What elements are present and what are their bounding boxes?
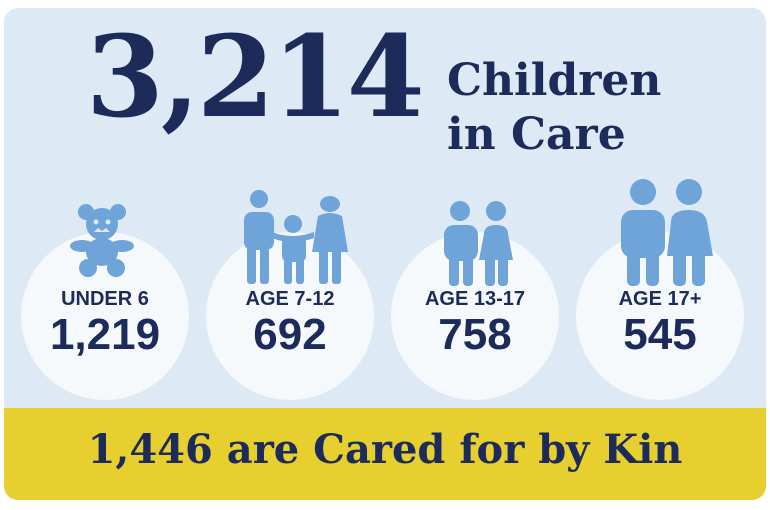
kin-care-banner: 1,446 are Cared for by Kin [4,408,766,500]
kin-care-text: 1,446 are Cared for by Kin [87,426,683,473]
stat-value: 692 [253,310,327,359]
teen-pair-icon [444,201,513,286]
stat-value: 758 [438,310,512,359]
adult-pair-icon [621,179,713,286]
stat-value: 1,219 [49,310,161,359]
headline-line1: Children [447,55,662,106]
teddy-bear-icon [70,204,134,277]
stat-age-13-17: AGE 13-17 758 [391,232,559,400]
stat-age-17-plus: AGE 17+ 545 [576,232,744,400]
stat-label: UNDER 6 [61,288,149,310]
total-children-number: 3,214 [86,12,425,143]
headline-line2: in Care [447,109,626,160]
infographic-card: 3,214 Children in Care UNDER 6 1,219 AGE… [4,8,766,500]
family-icon [244,190,348,284]
stat-value: 545 [623,310,697,359]
stat-label: AGE 13-17 [424,288,526,310]
stat-label: AGE 17+ [618,288,702,310]
headline-caption: Children in Care [447,54,661,162]
stat-label: AGE 7-12 [245,288,335,310]
